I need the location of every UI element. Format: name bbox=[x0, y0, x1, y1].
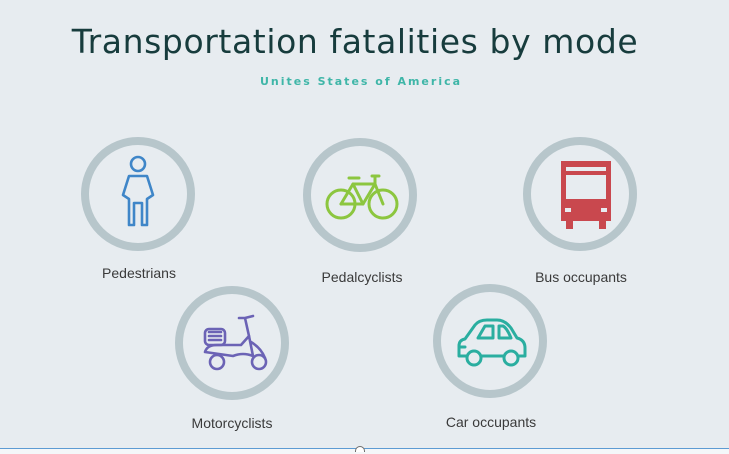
mode-label: Motorcyclists bbox=[191, 415, 273, 431]
page-subtitle: Unites States of America bbox=[259, 75, 463, 88]
bicycle-icon bbox=[325, 174, 399, 220]
car-icon bbox=[457, 318, 527, 367]
mode-label: Pedestrians bbox=[102, 265, 176, 281]
mode-label: Car occupants bbox=[445, 414, 537, 430]
icon-ring bbox=[433, 284, 547, 398]
pedestrian-icon bbox=[121, 155, 155, 227]
bus-icon bbox=[561, 161, 611, 229]
scroll-handle[interactable] bbox=[355, 446, 365, 452]
mode-label: Pedalcyclists bbox=[321, 269, 403, 285]
icon-ring bbox=[81, 137, 195, 251]
mode-label: Bus occupants bbox=[535, 269, 627, 285]
scooter-icon bbox=[203, 314, 268, 371]
page-title: Transportation fatalities by mode bbox=[71, 22, 639, 61]
icon-ring bbox=[303, 138, 417, 252]
icon-ring bbox=[523, 137, 637, 251]
icon-ring bbox=[175, 286, 289, 400]
